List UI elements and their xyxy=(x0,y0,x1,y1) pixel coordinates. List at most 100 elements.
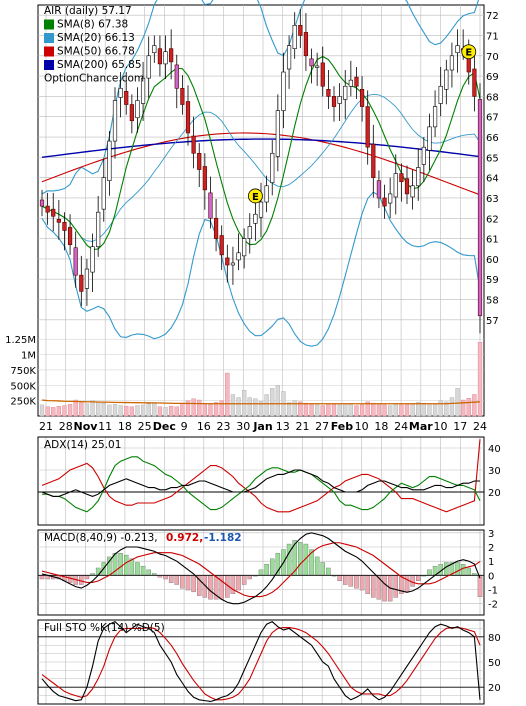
x-tick-label: 10 xyxy=(355,420,369,433)
candle-body xyxy=(163,51,168,65)
macd-histogram-bar xyxy=(264,564,269,576)
volume-bar xyxy=(90,400,95,417)
macd-histogram-bar xyxy=(191,575,196,593)
adx-minus-di-line xyxy=(41,439,481,513)
candle-body xyxy=(253,213,258,224)
candle-body xyxy=(84,268,90,289)
volume-bar xyxy=(432,404,438,417)
candle-body xyxy=(169,48,174,63)
candle-body xyxy=(393,173,398,198)
candle-body xyxy=(298,25,303,36)
macd-histogram-bar xyxy=(314,556,320,576)
volume-bar xyxy=(376,403,382,417)
candle-body xyxy=(174,64,179,89)
macd-histogram-bar xyxy=(270,558,275,576)
macd-histogram-bar xyxy=(359,575,365,591)
volume-bar xyxy=(410,404,415,417)
volume-bar xyxy=(286,402,292,417)
x-tick-label: 18 xyxy=(118,420,132,433)
stochastic-k-line xyxy=(41,621,481,703)
macd-histogram-bar xyxy=(118,553,123,576)
legend-swatch xyxy=(44,19,54,30)
macd-histogram-bar xyxy=(460,564,466,576)
x-tick-label: Mar xyxy=(409,420,433,433)
x-tick-label: Nov xyxy=(73,420,98,433)
legend-swatch xyxy=(44,33,54,43)
macd-histogram-bar xyxy=(337,575,342,582)
x-tick-label: 27 xyxy=(315,420,329,433)
candle-body xyxy=(449,55,455,71)
candle-body xyxy=(399,173,404,183)
volume-bar xyxy=(331,404,337,417)
macd-histogram-bar xyxy=(416,575,421,582)
price-y-tick: 66 xyxy=(486,133,499,144)
macd-histogram-bar xyxy=(146,569,151,576)
volume-bar xyxy=(264,394,269,417)
price-y-tick: 63 xyxy=(486,194,499,205)
candle-body xyxy=(157,48,163,65)
price-y-tick: 70 xyxy=(486,52,499,63)
candle-body xyxy=(444,69,449,90)
volume-bar xyxy=(174,406,179,417)
candle-body xyxy=(270,152,275,184)
price-y-tick: 62 xyxy=(486,214,499,225)
macd-histogram-bar xyxy=(230,575,236,594)
volume-bar xyxy=(163,407,168,417)
candle-body xyxy=(286,45,292,70)
volume-bar xyxy=(39,404,45,417)
earnings-marker xyxy=(247,188,263,204)
stochastic-title: Full STO %K(14) %D(5) xyxy=(44,622,165,634)
volume-bar xyxy=(449,397,455,417)
volume-bar xyxy=(371,402,376,417)
adx-y-tick: 40 xyxy=(488,444,501,455)
candle-body xyxy=(303,32,309,57)
volume-bar xyxy=(399,404,404,417)
volume-bar xyxy=(354,405,359,417)
volume-bar xyxy=(84,403,90,417)
volume-bar xyxy=(225,372,230,417)
volume-bar xyxy=(112,404,118,417)
earnings-marker xyxy=(461,44,477,60)
candle-body xyxy=(258,201,264,218)
candle-body xyxy=(129,104,134,122)
candle-body xyxy=(438,85,443,104)
macd-histogram-bar xyxy=(320,562,325,576)
candle-body xyxy=(236,252,241,261)
x-tick-label: 11 xyxy=(98,420,112,433)
macd-histogram-bar xyxy=(354,575,359,589)
volume-bar xyxy=(157,406,163,417)
candle-body xyxy=(382,197,387,207)
candle-body xyxy=(427,126,432,151)
price-y-tick: 64 xyxy=(486,174,499,185)
stochastic-y-tick: 80 xyxy=(488,633,501,644)
volume-bar xyxy=(146,403,151,417)
candle-body xyxy=(359,88,365,107)
volume-bar xyxy=(62,405,67,417)
adx-frame xyxy=(37,436,485,526)
bollinger-lower-band xyxy=(41,191,481,347)
macd-histogram-bar xyxy=(298,542,303,576)
candle-body xyxy=(404,178,410,195)
volume-bar xyxy=(79,402,84,417)
macd-histogram-bar xyxy=(135,562,140,576)
volume-bar xyxy=(298,401,303,417)
legend-entry: SMA(8) 67.38 xyxy=(57,19,128,31)
macd-histogram-bar xyxy=(365,575,370,594)
adx-title: ADX(14) 25.01 xyxy=(44,439,121,451)
macd-histogram-bar xyxy=(39,575,45,580)
earnings-marker-label: E xyxy=(252,192,259,203)
volume-bar xyxy=(444,401,449,417)
candle-body xyxy=(180,87,185,105)
volume-average-line xyxy=(41,399,481,405)
volume-bar xyxy=(315,404,320,417)
price-y-tick: 61 xyxy=(486,235,499,246)
volume-bar xyxy=(247,397,252,417)
macd-panel: 3 2 1 0 -1 -2 MACD(8,40,9) -0.213, 0.972, -1.182 xyxy=(37,529,498,616)
candle-body xyxy=(388,193,393,204)
volume-bar xyxy=(359,404,365,417)
x-tick-label: 30 xyxy=(236,420,250,433)
legend-entry: AIR (daily) 57.17 xyxy=(44,5,132,17)
candle-body xyxy=(112,100,118,142)
candle-body xyxy=(376,180,382,199)
